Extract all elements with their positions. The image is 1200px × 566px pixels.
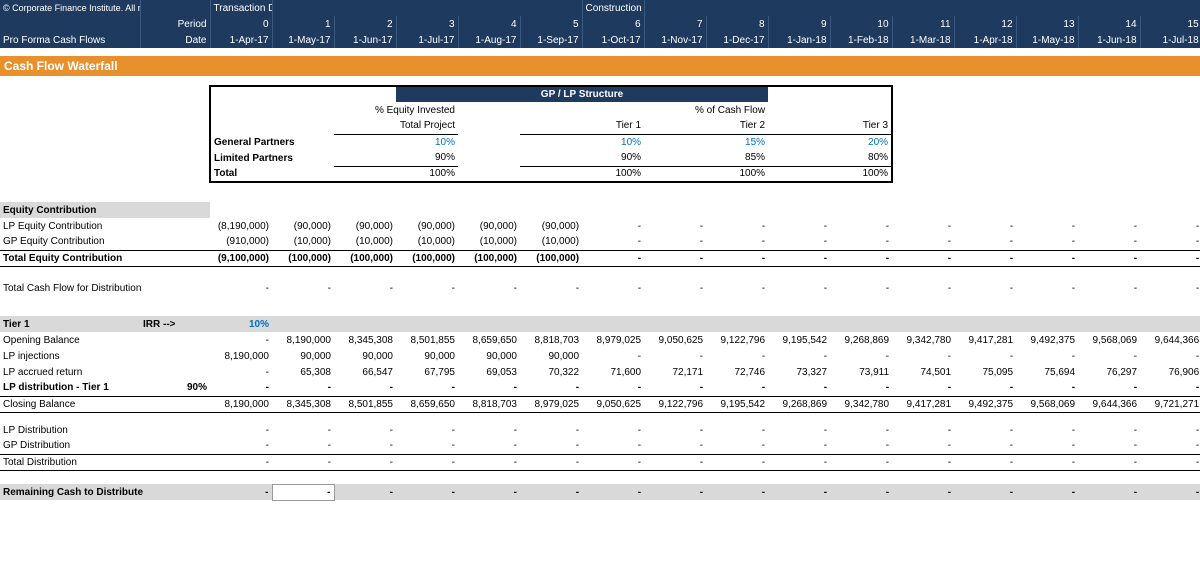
period-label: Period bbox=[140, 16, 210, 32]
header-table: © Corporate Finance Institute. All right… bbox=[0, 0, 1200, 501]
total-equity-row: Total Equity Contribution (9,100,000)(10… bbox=[0, 250, 1200, 266]
lp-total-cell[interactable]: 90% bbox=[334, 150, 458, 166]
lp-equity-row: LP Equity Contribution (8,190,000)(90,00… bbox=[0, 218, 1200, 234]
selected-cell[interactable]: - bbox=[272, 484, 334, 500]
irr-value[interactable]: 10% bbox=[210, 316, 272, 332]
lp-injections-row: LP injections 8,190,00090,00090,00090,00… bbox=[0, 348, 1200, 364]
cash-flow-pct-label: % of Cash Flow bbox=[644, 102, 768, 118]
gp-tier2-cell[interactable]: 15% bbox=[644, 134, 768, 150]
lp-tier3-cell[interactable]: 80% bbox=[768, 150, 892, 166]
total-project-label: Total Project bbox=[334, 118, 458, 134]
total-total-cell: 100% bbox=[334, 166, 458, 182]
trans-date-label: Transaction Date bbox=[210, 0, 272, 16]
tier1-section-title: Tier 1 bbox=[0, 316, 140, 332]
date-label: Date bbox=[140, 32, 210, 48]
gp-total-cell[interactable]: 10% bbox=[334, 134, 458, 150]
gp-tier3-cell[interactable]: 20% bbox=[768, 134, 892, 150]
total-tier3-cell: 100% bbox=[768, 166, 892, 182]
equity-invested-label: % Equity Invested bbox=[334, 102, 458, 118]
copyright-cell: © Corporate Finance Institute. All right… bbox=[0, 0, 140, 16]
gp-distribution-row: GP Distribution ---------------- bbox=[0, 438, 1200, 454]
lp-dist-tier1-row: LP distribution - Tier 190% ------------… bbox=[0, 380, 1200, 396]
opening-balance-row: Opening Balance -8,190,0008,345,3088,501… bbox=[0, 332, 1200, 348]
proforma-label: Pro Forma Cash Flows bbox=[0, 32, 140, 48]
date-row: Pro Forma Cash FlowsDate 1-Apr-171-May-1… bbox=[0, 32, 1200, 48]
total-distribution-row: Total Distribution ---------------- bbox=[0, 454, 1200, 470]
remaining-cash-row: Remaining Cash to Distribute -----------… bbox=[0, 484, 1200, 500]
total-cf-row: Total Cash Flow for Distribution -------… bbox=[0, 280, 1200, 296]
lp-tier1-cell[interactable]: 90% bbox=[520, 150, 644, 166]
lp-tier2-cell[interactable]: 85% bbox=[644, 150, 768, 166]
gp-lp-title: GP / LP Structure bbox=[396, 86, 768, 102]
gp-equity-row: GP Equity Contribution (910,000)(10,000)… bbox=[0, 234, 1200, 250]
equity-contribution-title: Equity Contribution bbox=[0, 202, 210, 218]
tier2-label: Tier 2 bbox=[644, 118, 768, 134]
period-row: Period 0123456789101112131415 bbox=[0, 16, 1200, 32]
closing-balance-row: Closing Balance 8,190,0008,345,3088,501,… bbox=[0, 396, 1200, 412]
gp-tier1-cell[interactable]: 10% bbox=[520, 134, 644, 150]
lp-distribution-row: LP Distribution ---------------- bbox=[0, 422, 1200, 438]
lp-dist-pct[interactable]: 90% bbox=[140, 380, 210, 396]
section-title: Cash Flow Waterfall bbox=[0, 56, 1200, 76]
lp-row-label: Limited Partners bbox=[210, 150, 334, 166]
total-tier1-cell: 100% bbox=[520, 166, 644, 182]
lp-accrued-row: LP accrued return -65,30866,54767,79569,… bbox=[0, 364, 1200, 380]
irr-label: IRR --> bbox=[143, 319, 176, 330]
tier3-label: Tier 3 bbox=[768, 118, 892, 134]
construction-label: Construction Start bbox=[582, 0, 644, 16]
total-row-label: Total bbox=[210, 166, 334, 182]
tier1-label: Tier 1 bbox=[520, 118, 644, 134]
gp-row-label: General Partners bbox=[210, 134, 334, 150]
total-tier2-cell: 100% bbox=[644, 166, 768, 182]
